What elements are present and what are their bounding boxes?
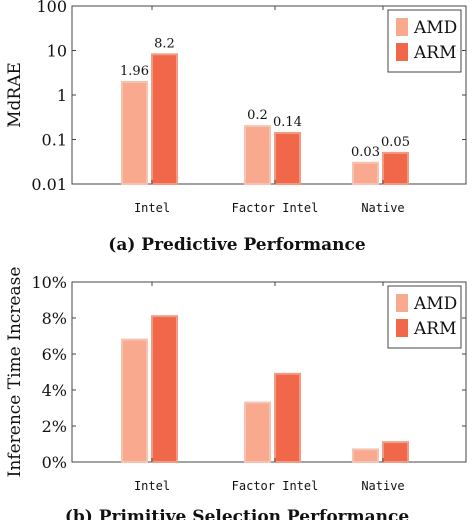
panel-caption: (a) Predictive Performance [108, 235, 366, 255]
x-tick-label: Native [361, 479, 404, 493]
data-label: 8.2 [154, 36, 175, 51]
bar-amd [352, 161, 379, 185]
x-tick-label: Intel [134, 479, 170, 493]
bar-arm [382, 441, 409, 464]
legend-swatch-arm [396, 319, 408, 337]
y-tick-label: 1 [57, 86, 67, 105]
legend-swatch-amd [396, 18, 408, 36]
y-tick-label: 10 [47, 42, 67, 61]
data-label: 1.96 [120, 64, 149, 79]
y-axis-label: MdRAE [5, 62, 25, 128]
x-tick-label: Factor Intel [232, 479, 319, 493]
y-tick-label: 0.01 [31, 175, 67, 194]
y-tick-label: 6% [42, 345, 67, 364]
bar-amd [121, 338, 148, 464]
bar-arm [274, 372, 301, 463]
bar-amd [244, 125, 271, 185]
y-tick-label: 2% [42, 417, 67, 436]
bar-arm [151, 53, 178, 186]
x-tick-label: Intel [134, 201, 170, 215]
data-label: 0.03 [351, 145, 380, 160]
x-tick-label: Native [361, 201, 404, 215]
legend-label-arm: ARM [413, 319, 456, 339]
bar-amd [121, 80, 148, 185]
bar-amd [244, 401, 271, 464]
legend-swatch-amd [396, 294, 408, 312]
y-tick-label: 0.1 [42, 131, 67, 150]
y-tick-label: 4% [42, 381, 67, 400]
y-tick-label: 100 [36, 0, 67, 16]
bar-arm [151, 315, 178, 464]
x-tick-label: Factor Intel [232, 201, 319, 215]
legend-label-amd: AMD [413, 18, 457, 38]
bar-amd [352, 448, 379, 463]
y-tick-label: 8% [42, 309, 67, 328]
legend-swatch-arm [396, 43, 408, 61]
bar-arm [274, 131, 301, 185]
legend-label-amd: AMD [413, 294, 457, 314]
y-tick-label: 0% [42, 453, 67, 472]
data-label: 0.2 [247, 108, 268, 123]
bar-arm [382, 151, 409, 185]
legend-label-arm: ARM [413, 43, 456, 63]
y-axis-label: Inference Time Increase [5, 267, 25, 478]
data-label: 0.14 [273, 115, 302, 130]
y-tick-label: 10% [31, 273, 67, 292]
panel-caption: (b) Primitive Selection Performance [65, 507, 410, 520]
data-label: 0.05 [381, 135, 410, 150]
